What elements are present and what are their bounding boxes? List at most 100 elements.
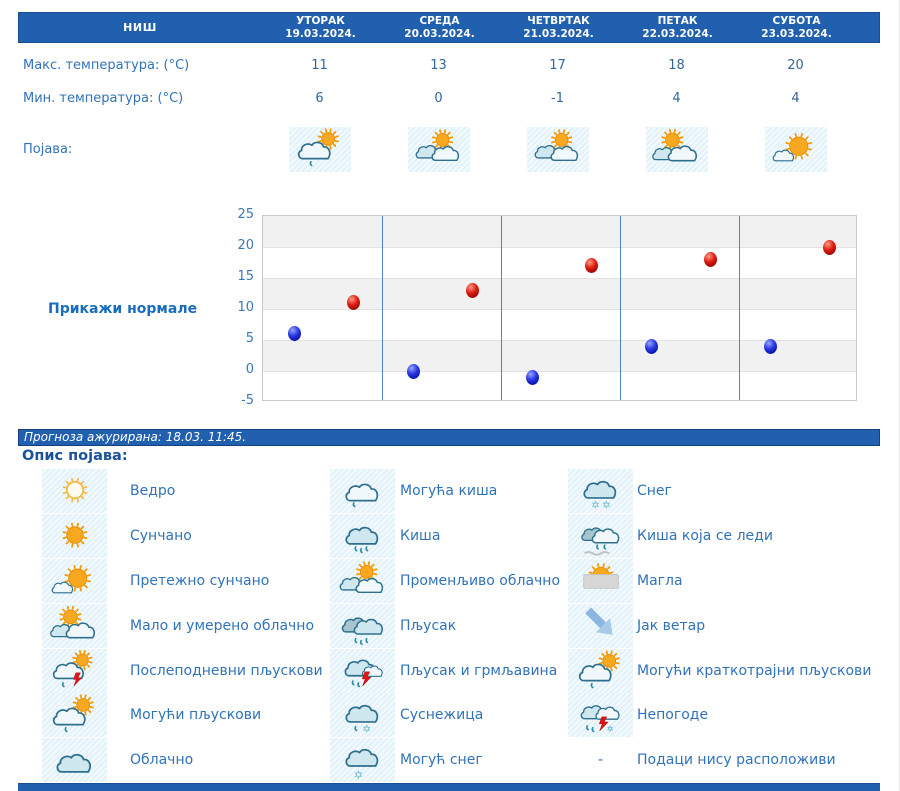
legend-icon-box <box>42 693 107 738</box>
legend-icon-box <box>330 648 395 693</box>
max-temp-value: 17 <box>549 57 566 73</box>
day-header-2: СРЕДА 20.03.2024. <box>380 13 499 42</box>
legend-row: Мало и умерено облачно Пљусак Јак ветар <box>0 603 899 649</box>
gridline <box>263 340 856 341</box>
dark-cloud-drops-icon <box>341 617 383 645</box>
day-name: СУБОТА <box>772 15 821 27</box>
legend-icon-box <box>42 469 107 513</box>
cloud-sun-icon <box>49 605 95 639</box>
no-data-dash: - <box>597 752 604 769</box>
sun-icon <box>62 522 87 548</box>
phenomenon-icon-box <box>407 126 470 172</box>
legend-row: Сунчано Киша Киша која се леди <box>0 513 899 559</box>
legend-icon-box <box>330 558 395 603</box>
max-temp-value: 20 <box>787 57 804 73</box>
temperature-chart-plot <box>262 215 857 401</box>
chart-band <box>263 340 856 371</box>
phenomenon-cell <box>260 126 379 172</box>
legend-icon-box <box>330 603 395 648</box>
legend-icon-box <box>42 558 107 603</box>
day-separator <box>620 216 621 400</box>
legend-row: Послеподневни пљускови Пљусак и грмљавина… <box>0 648 899 694</box>
y-axis-tick: -5 <box>241 393 254 408</box>
cloud-drops-icon <box>344 526 378 554</box>
footer-bar <box>18 783 880 791</box>
day-header-1: УТОРАК 19.03.2024. <box>261 13 380 42</box>
clouds-sun-icon <box>339 561 383 593</box>
show-normals-link[interactable]: Прикажи нормале <box>48 301 198 317</box>
legend-label: Могућа киша <box>400 483 498 499</box>
gridline <box>263 247 856 248</box>
legend-icon-box <box>42 513 107 558</box>
cloud-snow-icon <box>582 480 616 509</box>
cloud-drop-flake-icon <box>344 705 378 733</box>
cloud-drop-icon <box>344 483 378 508</box>
legend-label: Могући пљускови <box>130 707 262 724</box>
day-date: 22.03.2024. <box>642 28 713 40</box>
day-name: СРЕДА <box>419 15 460 27</box>
legend-label: Сунчано <box>130 527 192 544</box>
max-temp-point <box>346 295 360 311</box>
fog-sun-icon <box>582 562 619 589</box>
legend-label: Могућ снег <box>400 752 483 769</box>
min-temperature-row: Мин. температура: (°C) 6 0 -1 4 4 <box>18 89 880 107</box>
gridline <box>263 371 856 372</box>
legend-icon-box <box>42 603 107 648</box>
clouds-sun-icon <box>415 129 459 162</box>
legend-label: Пљусак <box>400 617 457 634</box>
max-temp-point <box>703 251 717 267</box>
phenomena-label: Појава: <box>23 141 73 157</box>
cloud-icon <box>56 754 91 774</box>
legend-label: Променљиво облачно <box>400 572 561 589</box>
legend-label: Непогоде <box>637 707 709 724</box>
day-date: 21.03.2024. <box>523 28 594 40</box>
y-axis-tick: 25 <box>237 207 254 222</box>
max-temp-point <box>822 239 836 255</box>
y-axis-tick: 0 <box>245 362 254 377</box>
cloud-sun-drop-icon <box>578 649 620 688</box>
day-date: 23.03.2024. <box>761 28 832 40</box>
legend-label: Подаци нису расположиви <box>637 752 836 769</box>
legend-icon-box <box>330 469 395 513</box>
legend-icon-box <box>568 648 633 693</box>
min-temp-point <box>287 326 301 342</box>
max-temp-value: 18 <box>668 57 685 73</box>
legend-row: Облачно Могућ снег - Подаци нису расположив… <box>0 738 899 783</box>
day-name: ПЕТАК <box>657 15 698 27</box>
cloud-sun-bolt-icon <box>52 649 92 687</box>
chart-band <box>263 247 856 278</box>
phenomena-icons <box>260 126 855 172</box>
legend-row: Ведро Могућа киша Снег <box>0 469 899 514</box>
phenomenon-cell <box>617 126 736 172</box>
storm-icon <box>580 705 619 733</box>
min-temp-value: 4 <box>672 90 681 106</box>
min-temperature-label: Мин. температура: (°C) <box>23 90 184 106</box>
wind-arrow-icon <box>584 607 613 635</box>
legend-row: Могући пљускови Суснежица Непогоде <box>0 693 899 738</box>
phenomenon-cell <box>736 126 855 172</box>
phenomenon-icon-box <box>764 126 827 172</box>
forecast-table-header: НИШ УТОРАК 19.03.2024. СРЕДА 20.03.2024. ЧЕТ… <box>18 12 880 43</box>
legend-icon-box <box>42 738 107 783</box>
legend-label: Облачно <box>130 752 194 769</box>
min-temp-point <box>763 338 777 354</box>
legend-title: Опис појава: <box>22 448 128 464</box>
legend-row: Претежно сунчано Променљиво облачно Магла <box>0 558 899 604</box>
legend-label: Могући краткотрајни пљускови <box>637 662 872 679</box>
cloud-sun-drop-icon <box>52 694 94 733</box>
max-temp-value: 11 <box>311 57 328 73</box>
phenomenon-icon-box <box>645 126 708 172</box>
min-temp-point <box>644 338 658 354</box>
phenomena-legend: Ведро Могућа киша Снег Сунчано Киша Киша која… <box>0 469 899 783</box>
legend-label: Претежно сунчано <box>130 572 270 589</box>
sun-small-cloud-icon <box>51 564 91 594</box>
cloud-freezing-rain-icon <box>580 527 619 556</box>
phenomena-row: Појава: <box>18 126 880 172</box>
max-temp-point <box>584 258 598 274</box>
forecast-updated-bar: Прогноза ажурирана: 18.03. 11:45. <box>18 429 880 446</box>
day-separator <box>739 216 740 400</box>
y-axis-tick: 20 <box>237 238 254 253</box>
legend-label: Снег <box>637 483 672 499</box>
sun-outline-icon <box>62 477 87 503</box>
